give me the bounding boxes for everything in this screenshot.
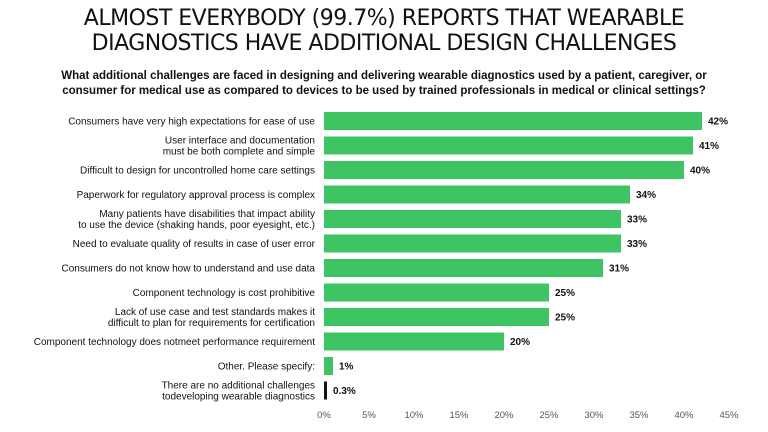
x-tick-label: 25% [539, 410, 559, 421]
bar [324, 185, 630, 204]
category-label-line: Paperwork for regulatory approval proces… [77, 190, 315, 201]
x-tick-label: 45% [719, 410, 739, 421]
value-label: 1% [339, 362, 354, 373]
x-tick-label: 0% [317, 410, 331, 421]
category-label-line: Consumers do not know how to understand … [62, 264, 316, 275]
x-tick-label: 15% [449, 410, 469, 421]
value-label: 40% [690, 166, 710, 177]
bar [324, 381, 327, 400]
bar [324, 136, 693, 155]
bar [324, 234, 621, 253]
category-label-line: difficult to plan for requirements for c… [108, 318, 315, 329]
value-label: 42% [708, 117, 728, 128]
value-label: 25% [555, 288, 575, 299]
category-label-line: Consumers have very high expectations fo… [68, 117, 315, 128]
category-label: Many patients have disabilities that imp… [78, 209, 315, 231]
category-label: Lack of use case and test standards make… [108, 307, 315, 329]
x-tick-label: 5% [362, 410, 376, 421]
x-tick-label: 20% [494, 410, 514, 421]
category-label-line: Component technology is cost prohibitive [133, 288, 316, 299]
chart-subtitle: What additional challenges are faced in … [20, 69, 748, 99]
category-label-line: There are no additional challenges [162, 381, 315, 392]
value-label: 41% [699, 141, 719, 152]
chart-title: ALMOST EVERYBODY (99.7%) REPORTS THAT WE… [0, 6, 768, 56]
x-tick-label: 40% [674, 410, 694, 421]
chart-title-line-2: DIAGNOSTICS HAVE ADDITIONAL DESIGN CHALL… [91, 31, 677, 56]
category-label-line: User interface and documentation [165, 136, 315, 147]
bar [324, 357, 333, 375]
value-label: 0.3% [333, 386, 356, 397]
bar [324, 161, 684, 179]
category-label-line: Difficult to design for uncontrolled hom… [80, 166, 315, 177]
category-label: Component technology is cost prohibitive [133, 288, 316, 299]
value-label: 33% [627, 239, 647, 250]
category-label-line: Component technology does notmeet perfor… [34, 337, 315, 348]
category-label: There are no additional challenges todeve… [162, 381, 315, 403]
category-label-line: Need to evaluate quality of results in c… [73, 239, 316, 250]
category-label-line: to use the device (shaking hands, poor e… [78, 220, 315, 231]
category-label: Consumers have very high expectations fo… [68, 117, 315, 128]
category-label: Consumers do not know how to understand … [62, 264, 316, 275]
category-label-line: Many patients have disabilities that imp… [99, 209, 315, 220]
category-label-line: todeveloping wearable diagnostics [162, 392, 315, 403]
x-tick-label: 35% [629, 410, 649, 421]
category-label: Component technology does notmeet perfor… [34, 337, 315, 348]
category-label-line: Lack of use case and test standards make… [115, 307, 315, 318]
category-label-line: must be both complete and simple [163, 147, 316, 158]
category-label: Other. Please specify: [218, 362, 315, 373]
value-label: 34% [636, 190, 656, 201]
bar [324, 210, 621, 228]
value-label: 31% [609, 264, 629, 275]
category-label-line: Other. Please specify: [218, 362, 315, 373]
chart-subtitle-line-2: consumer for medical use as compared to … [62, 85, 706, 97]
chart-subtitle-line-1: What additional challenges are faced in … [61, 70, 707, 82]
value-label: 20% [510, 337, 530, 348]
bar [324, 308, 549, 326]
category-label: Paperwork for regulatory approval proces… [77, 190, 315, 201]
value-label: 25% [555, 313, 575, 324]
category-label: User interface and documentation must be … [163, 136, 316, 158]
category-label: Need to evaluate quality of results in c… [73, 239, 316, 250]
x-tick-label: 30% [584, 410, 604, 421]
chart-title-line-1: ALMOST EVERYBODY (99.7%) REPORTS THAT WE… [83, 6, 685, 31]
bar [324, 283, 549, 302]
value-label: 33% [627, 215, 647, 226]
bar [324, 332, 504, 351]
category-label: Difficult to design for uncontrolled hom… [80, 166, 315, 177]
x-tick-label: 10% [404, 410, 424, 421]
bar [324, 259, 603, 277]
bar [324, 112, 702, 130]
